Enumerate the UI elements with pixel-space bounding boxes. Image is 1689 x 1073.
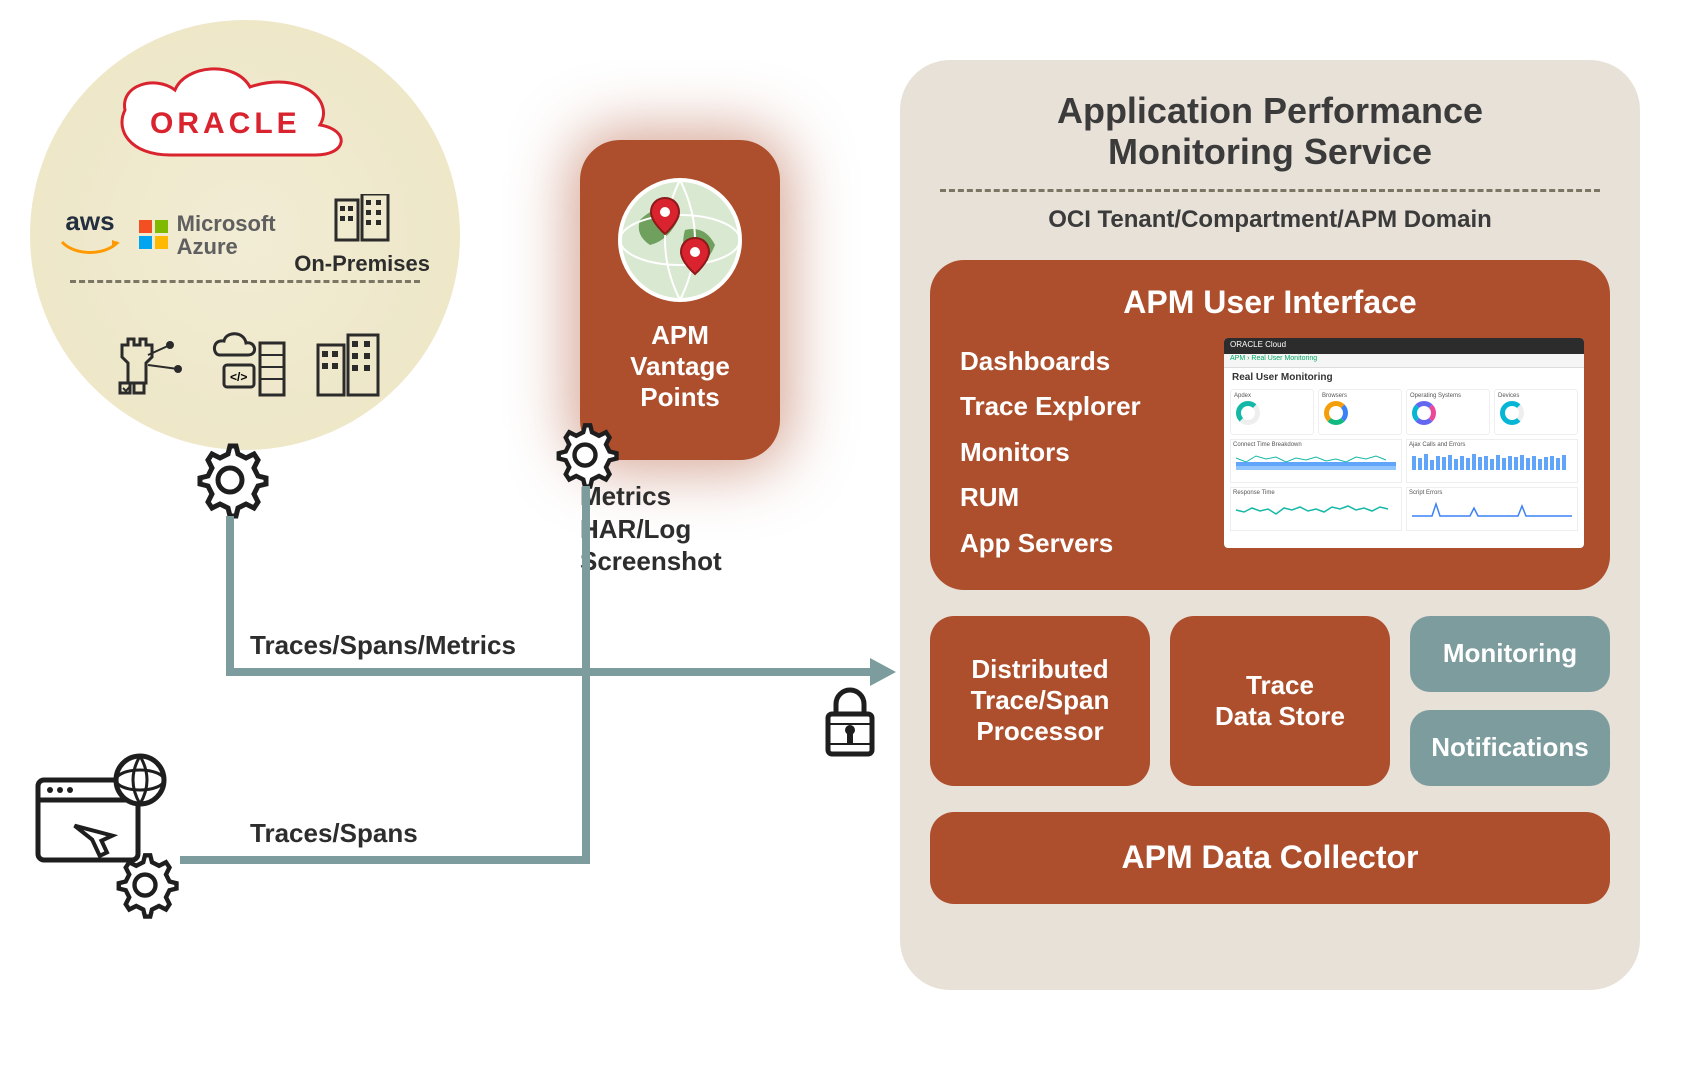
apm-title-line2: Monitoring Service	[930, 131, 1610, 172]
apm-divider	[940, 189, 1600, 192]
ss-tile-apdex: Apdex	[1234, 393, 1310, 399]
cloud-providers-row: aws Microsoft Azure On-Premises	[60, 200, 430, 270]
apm-ui-card: APM User Interface Dashboards Trace Expl…	[930, 260, 1610, 590]
oracle-brand-text: ORACLE	[150, 107, 301, 141]
buildings-icon	[310, 325, 390, 405]
vantage-title-2: Vantage	[580, 351, 780, 382]
vantage-output-2: HAR/Log	[580, 513, 800, 546]
cloud-servers-icon: </>	[210, 325, 290, 405]
gear-icon	[110, 850, 180, 920]
oracle-cloud: ORACLE	[100, 55, 380, 175]
vantage-output-3: Screenshot	[580, 545, 800, 578]
aws-logo: aws	[60, 206, 120, 265]
svg-text:</>: </>	[230, 370, 247, 384]
flow-label-metrics: Traces/Spans/Metrics	[250, 630, 516, 661]
building-icon	[332, 194, 392, 244]
flow-line	[582, 486, 590, 676]
vantage-output-1: Metrics	[580, 480, 800, 513]
ss-breadcrumb: APM › Real User Monitoring	[1224, 354, 1584, 368]
ss-kpi-row: Apdex Browsers Operating Systems Devices	[1224, 387, 1584, 437]
apm-mid-row: Distributed Trace/Span Processor Trace D…	[930, 616, 1610, 786]
azure-logo: Microsoft Azure	[139, 212, 276, 258]
apm-service-title: Application Performance Monitoring Servi…	[930, 90, 1610, 173]
azure-label-2: Azure	[177, 235, 276, 258]
vantage-title-1: APM	[580, 320, 780, 351]
datastore-l2: Data Store	[1215, 701, 1345, 732]
teal-column: Monitoring Notifications	[1410, 616, 1610, 786]
flow-line	[226, 516, 234, 676]
gear-icon	[190, 440, 270, 520]
azure-label-1: Microsoft	[177, 212, 276, 235]
monitoring-card: Monitoring	[1410, 616, 1610, 692]
ss-tile-browsers: Browsers	[1322, 393, 1398, 399]
ss-tile-os: Operating Systems	[1410, 393, 1486, 399]
processor-l2: Trace/Span	[971, 685, 1110, 716]
processor-l3: Processor	[971, 716, 1110, 747]
apm-service-panel: Application Performance Monitoring Servi…	[900, 60, 1640, 990]
datastore-l1: Trace	[1215, 670, 1345, 701]
onprem-label: On-Premises	[294, 251, 430, 277]
flow-line	[582, 672, 590, 864]
apm-title-line1: Application Performance	[930, 90, 1610, 131]
onprem-block: On-Premises	[294, 194, 430, 277]
ss-chart-row-1: Connect Time Breakdown Ajax Calls and Er…	[1224, 437, 1584, 485]
ss-header: ORACLE Cloud	[1224, 338, 1584, 354]
ss-title: Real User Monitoring	[1224, 368, 1584, 387]
flow-label-spans: Traces/Spans	[250, 818, 418, 849]
vantage-outputs: Metrics HAR/Log Screenshot	[580, 480, 800, 578]
ss-chart-row-2: Response Time Script Errors	[1224, 485, 1584, 533]
agent-icons-row: </>	[100, 320, 400, 410]
datastore-card: Trace Data Store	[1170, 616, 1390, 786]
flow-line	[226, 668, 874, 676]
rook-network-icon	[110, 325, 190, 405]
apm-ui-title: APM User Interface	[960, 284, 1580, 321]
lock-icon	[820, 680, 880, 760]
circle-divider	[70, 280, 420, 283]
apm-ui-screenshot: ORACLE Cloud APM › Real User Monitoring …	[1224, 338, 1584, 548]
flow-line	[180, 856, 590, 864]
apm-subtitle: OCI Tenant/Compartment/APM Domain	[930, 206, 1610, 234]
vantage-title-3: Points	[580, 382, 780, 413]
ss-tile-devices: Devices	[1498, 393, 1574, 399]
processor-card: Distributed Trace/Span Processor	[930, 616, 1150, 786]
aws-smile-icon	[60, 240, 120, 258]
aws-label: aws	[60, 206, 120, 237]
notifications-card: Notifications	[1410, 710, 1610, 786]
azure-icon	[139, 220, 169, 250]
collector-card: APM Data Collector	[930, 812, 1610, 904]
globe-icon	[610, 170, 750, 310]
processor-l1: Distributed	[971, 654, 1110, 685]
